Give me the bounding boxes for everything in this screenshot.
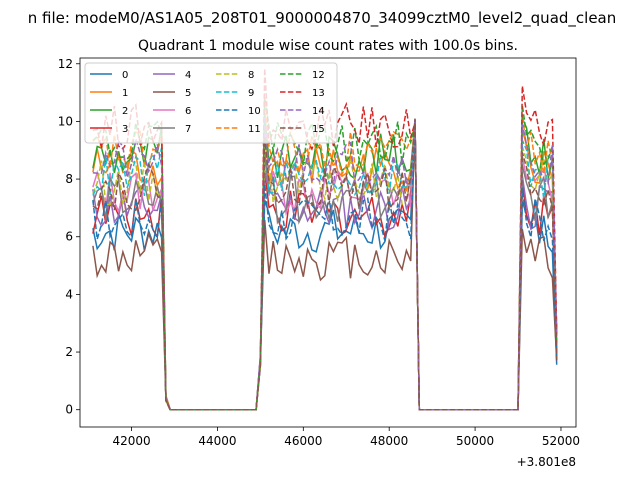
x-tick-label: 52000 xyxy=(542,434,580,448)
legend-label-13: 13 xyxy=(312,88,325,99)
legend-label-8: 8 xyxy=(248,70,254,81)
legend-label-3: 3 xyxy=(122,124,128,135)
y-tick-label: 6 xyxy=(65,230,73,244)
x-tick-label: 46000 xyxy=(284,434,322,448)
legend-label-15: 15 xyxy=(312,124,325,135)
y-tick-label: 2 xyxy=(65,345,73,359)
x-tick-label: 42000 xyxy=(112,434,150,448)
axes-frame xyxy=(79,57,577,428)
series-line-15 xyxy=(92,118,558,411)
legend-label-12: 12 xyxy=(312,70,325,81)
y-tick-label: 8 xyxy=(65,172,73,186)
y-axis: 0 2 4 6 8 10 12 xyxy=(58,57,80,417)
legend-label-2: 2 xyxy=(122,106,128,117)
legend-label-4: 4 xyxy=(185,70,191,81)
x-axis: 42000 44000 46000 48000 50000 52000 xyxy=(112,427,580,448)
x-offset-label: +3.801e8 xyxy=(517,455,576,469)
legend-label-6: 6 xyxy=(185,106,191,117)
legend-label-14: 14 xyxy=(312,106,325,117)
legend-label-9: 9 xyxy=(248,88,254,99)
x-tick-label: 44000 xyxy=(198,434,236,448)
series-layer xyxy=(92,68,558,411)
x-tick-label: 48000 xyxy=(370,434,408,448)
y-tick-label: 4 xyxy=(65,287,73,301)
legend-label-1: 1 xyxy=(122,88,128,99)
legend-label-11: 11 xyxy=(248,124,261,135)
legend-label-7: 7 xyxy=(185,124,191,135)
legend-label-5: 5 xyxy=(185,88,191,99)
figure-suptitle: n file: modeM0/AS1A05_208T01_9000004870_… xyxy=(28,9,617,28)
chart-title: Quadrant 1 module wise count rates with … xyxy=(138,38,518,54)
legend-box xyxy=(84,62,338,144)
y-tick-label: 0 xyxy=(65,403,73,417)
y-tick-label: 12 xyxy=(58,57,73,71)
x-tick-label: 50000 xyxy=(456,434,494,448)
series-line-14 xyxy=(92,116,558,411)
legend-label-10: 10 xyxy=(248,106,261,117)
y-tick-label: 10 xyxy=(58,114,73,128)
legend-label-0: 0 xyxy=(122,70,128,81)
